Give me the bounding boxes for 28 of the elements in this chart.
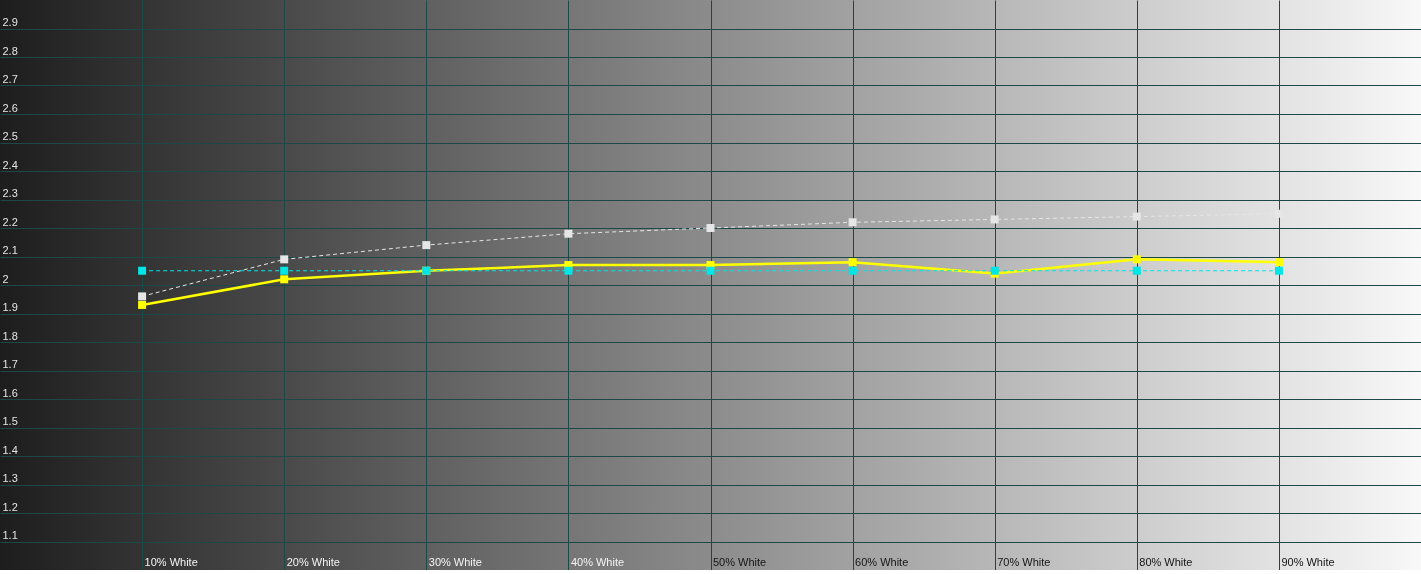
- y-tick-label: 1.3: [2, 472, 18, 484]
- y-tick-label: 1.7: [2, 358, 18, 370]
- x-tick-label: 40% White: [570, 555, 625, 568]
- x-tick-label: 30% White: [428, 555, 482, 568]
- y-tick-label: 1.5: [2, 415, 18, 427]
- x-tick-label: 20% White: [286, 555, 340, 568]
- y-tick-label: 2.4: [2, 158, 18, 171]
- y-tick-label: 2.3: [2, 187, 18, 199]
- x-tick-label: 90% White: [1281, 555, 1335, 568]
- y-tick-label: 2.6: [2, 101, 18, 114]
- y-tick-label: 1.4: [2, 443, 18, 456]
- y-tick-label: 2: [2, 272, 9, 285]
- x-tick-label: 60% White: [855, 555, 909, 568]
- y-tick-label: 2.9: [2, 16, 18, 28]
- y-tick-label: 1.1: [2, 529, 18, 541]
- y-tick-label: 2.5: [2, 130, 18, 142]
- x-tick-label: 10% White: [144, 555, 198, 568]
- y-tick-label: 2.1: [2, 244, 18, 256]
- x-tick-label: 80% White: [1139, 555, 1193, 568]
- y-tick-label: 1.9: [2, 301, 18, 313]
- x-tick-label: 70% White: [997, 555, 1051, 568]
- y-tick-label: 2.7: [2, 73, 18, 85]
- y-tick-label: 2.2: [2, 215, 18, 228]
- y-tick-label: 1.8: [2, 329, 18, 342]
- x-tick-label: 50% White: [713, 555, 767, 568]
- y-tick-label: 2.8: [2, 44, 18, 57]
- y-tick-label: 1.6: [2, 386, 18, 399]
- y-tick-label: 1.2: [2, 500, 18, 513]
